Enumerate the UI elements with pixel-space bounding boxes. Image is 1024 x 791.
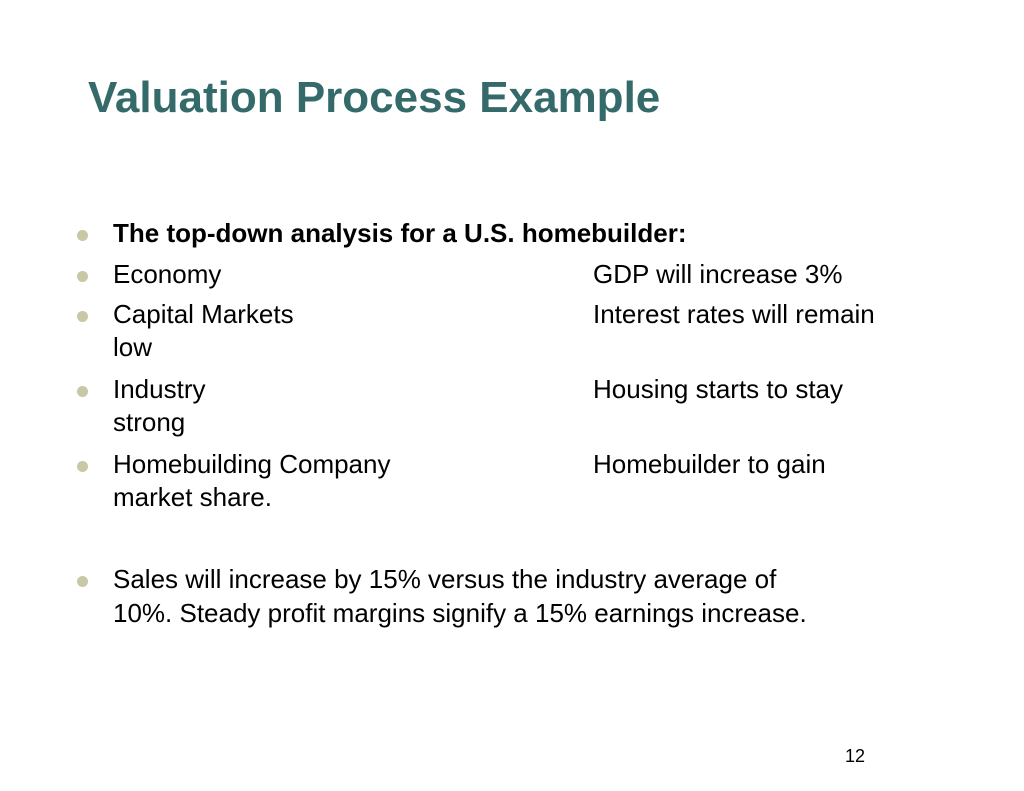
bullet-sales-forecast-line-2: 10%. Steady profit margins signify a 15%… [113,598,807,628]
bullet-dot-icon [77,576,88,587]
bullet-industry-label: Industry [113,374,206,404]
bullet-economy-detail: GDP will increase 3% [593,259,843,289]
bullet-capital-markets-label: Capital Markets [113,299,294,329]
bullet-industry-continuation: strong [113,407,186,437]
slide-title: Valuation Process Example [88,73,661,122]
bullet-capital-markets-detail: Interest rates will remain [593,299,875,329]
bullet-dot-icon [77,271,88,282]
bullet-intro-text: The top-down analysis for a U.S. homebui… [113,218,687,248]
page-number: 12 [845,746,866,766]
bullet-dot-icon [77,461,88,472]
bullet-sales-forecast-line-1: Sales will increase by 15% versus the in… [113,564,777,594]
bullet-homebuilding-company-label: Homebuilding Company [113,449,391,479]
bullet-homebuilding-company-detail: Homebuilder to gain [593,449,826,479]
bullet-economy-label: Economy [113,259,222,289]
bullet-industry-detail: Housing starts to stay [593,374,843,404]
bullet-dot-icon [77,230,88,241]
bullet-dot-icon [77,311,88,322]
bullet-dot-icon [77,386,88,397]
bullet-homebuilding-company-continuation: market share. [113,482,272,512]
bullet-capital-markets-continuation: low [113,332,153,362]
